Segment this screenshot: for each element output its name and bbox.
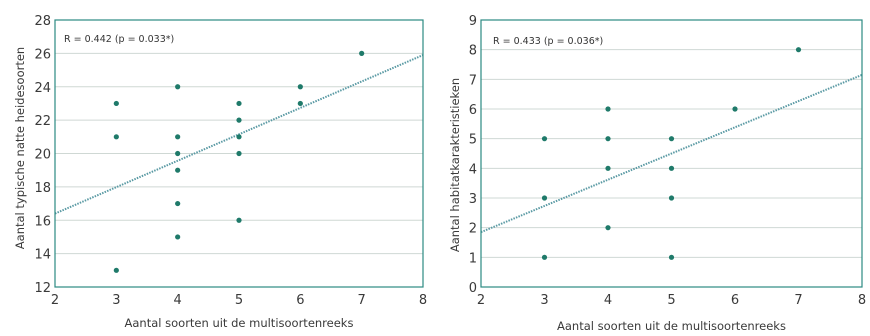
x-tick-label: 8	[858, 293, 866, 308]
data-point	[541, 195, 548, 201]
y-tick-label: 26	[34, 47, 51, 62]
correlation-annotation: R = 0.433 (p = 0.036*)	[493, 36, 603, 47]
x-tick-labels: 2 3 4 5 6 7 8	[477, 293, 866, 308]
data-point	[297, 84, 303, 90]
x-tick-label: 4	[604, 293, 612, 308]
data-point	[668, 195, 675, 201]
data-point	[605, 136, 611, 142]
x-tick-label: 7	[794, 293, 802, 308]
annotation-background	[490, 33, 622, 48]
data-point	[236, 134, 242, 140]
y-axis-title: Aantal typische natte heidesoorten	[13, 47, 27, 249]
data-point	[668, 136, 675, 142]
annotation-background	[61, 31, 193, 46]
y-axis-title: Aantal habitatkarakteristieken	[448, 78, 462, 252]
x-tick-labels: 2 3 4 5 6 7 8	[51, 293, 427, 308]
data-point	[297, 100, 303, 107]
data-points	[113, 50, 365, 273]
x-tick-label: 5	[667, 293, 675, 308]
y-tick-label: 28	[34, 14, 51, 29]
data-point	[541, 136, 548, 142]
y-tick-label: 22	[34, 114, 51, 129]
x-tick-label: 2	[477, 293, 485, 308]
data-point	[175, 200, 181, 207]
data-point	[175, 84, 181, 90]
data-point	[605, 165, 611, 171]
plot-frame	[480, 19, 863, 288]
data-point	[175, 134, 181, 140]
y-tick-label: 9	[469, 14, 477, 29]
y-tick-label: 8	[469, 44, 477, 59]
plot-frame	[54, 19, 424, 288]
y-tick-label: 3	[469, 192, 477, 207]
trend-line	[480, 73, 863, 234]
data-point	[605, 106, 611, 112]
data-point	[359, 50, 365, 56]
data-point	[113, 100, 119, 107]
x-tick-label: 3	[112, 293, 120, 308]
x-tick-label: 6	[296, 293, 304, 308]
y-tick-labels: 0 1 2 3 4 5 6 7 8 9	[469, 14, 477, 296]
data-point	[236, 217, 242, 223]
scatter-chart-left: 2 3 4 5 6 7 8 12 14 16 18 20 22 24 26 28 R = 0.442 (p …	[13, 14, 427, 330]
data-points	[541, 47, 802, 260]
data-point	[113, 267, 119, 273]
y-tick-labels: 12 14 16 18 20 22 24 26 28	[34, 14, 51, 296]
data-point	[236, 117, 242, 123]
y-tick-label: 5	[469, 133, 477, 148]
correlation-annotation: R = 0.442 (p = 0.033*)	[64, 34, 174, 45]
y-tick-label: 4	[469, 162, 477, 177]
data-point	[236, 150, 242, 157]
y-tick-label: 12	[34, 281, 51, 296]
x-tick-label: 5	[235, 293, 243, 308]
scatter-chart-right: 2 3 4 5 6 7 8 0 1 2 3 4 5 6 7 8 9 R = 0.433 (p = 0.036*…	[448, 14, 866, 333]
data-point	[175, 167, 181, 173]
x-tick-label: 6	[731, 293, 739, 308]
data-point	[175, 150, 181, 157]
data-point	[541, 254, 548, 260]
data-point	[732, 106, 738, 112]
y-tick-label: 1	[469, 251, 477, 266]
x-axis-title: Aantal soorten uit de multisoortenreeks	[557, 319, 786, 333]
y-tick-label: 6	[469, 103, 477, 118]
data-point	[175, 234, 181, 240]
y-tick-label: 20	[34, 148, 51, 163]
x-tick-label: 8	[419, 293, 427, 308]
data-point	[236, 100, 242, 107]
data-point	[795, 47, 802, 53]
trendline-group	[480, 73, 863, 234]
data-point	[668, 165, 675, 171]
y-tick-label: 16	[34, 214, 51, 229]
data-point	[668, 254, 675, 260]
x-axis-title: Aantal soorten uit de multisoortenreeks	[125, 316, 354, 330]
data-point	[113, 134, 119, 140]
x-tick-label: 2	[51, 293, 59, 308]
y-tick-label: 18	[34, 181, 51, 196]
y-tick-label: 0	[469, 281, 477, 296]
y-tick-label: 2	[469, 222, 477, 237]
x-tick-label: 3	[540, 293, 548, 308]
x-tick-label: 4	[174, 293, 182, 308]
y-tick-label: 14	[34, 248, 51, 263]
x-tick-label: 7	[358, 293, 366, 308]
y-tick-label: 24	[34, 81, 51, 96]
y-tick-label: 7	[469, 73, 477, 88]
data-point	[605, 225, 611, 231]
